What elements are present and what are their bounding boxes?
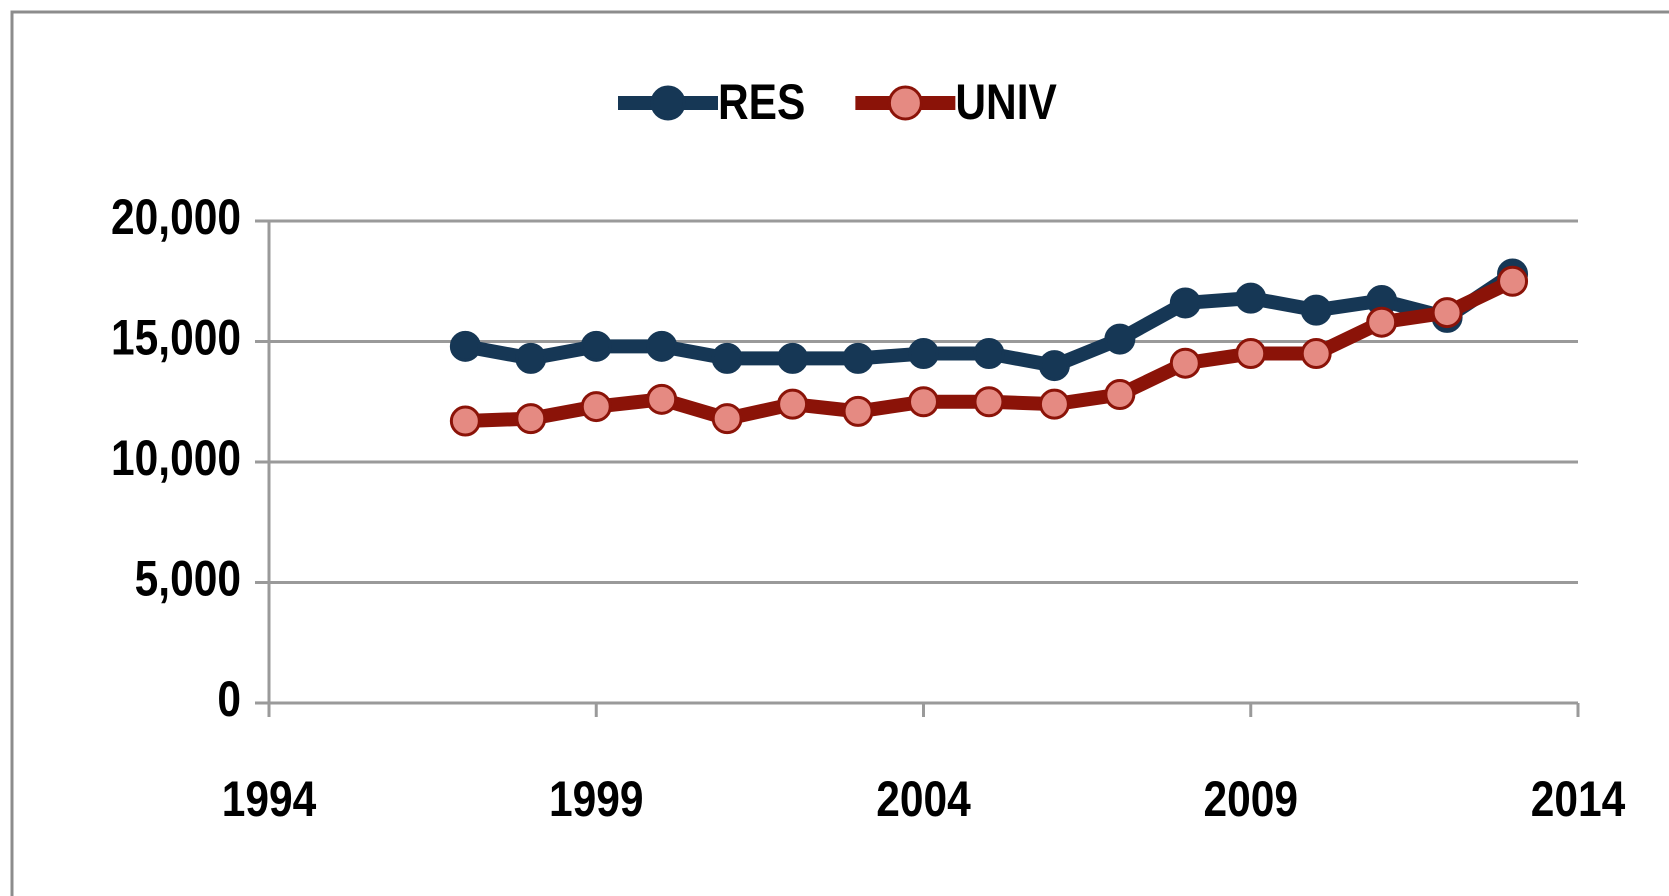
series-marker [777, 342, 809, 374]
series-marker [842, 342, 874, 374]
series-marker [580, 391, 612, 423]
y-tick-label: 0 [217, 671, 241, 727]
x-tick-label: 2004 [876, 771, 971, 827]
series-marker [646, 330, 678, 362]
series-marker [1300, 338, 1332, 370]
series-marker [515, 403, 547, 435]
series-marker [973, 338, 1005, 370]
series-marker [1235, 282, 1267, 314]
x-tick-label: 1994 [222, 771, 317, 827]
chart-frame [10, 10, 1669, 896]
series-marker [449, 405, 481, 437]
series-marker [777, 388, 809, 420]
x-tick-label: 1999 [549, 771, 644, 827]
series-marker [1169, 347, 1201, 379]
series-marker [908, 338, 939, 370]
series-marker [515, 342, 547, 374]
series-marker [1104, 323, 1136, 355]
series-marker [1104, 379, 1136, 411]
y-tick-label: 15,000 [111, 309, 241, 365]
series-marker [1300, 294, 1332, 326]
series-marker [1431, 297, 1463, 329]
legend-label: RES [718, 74, 805, 130]
series-marker [449, 330, 481, 362]
x-tick-label: 2014 [1531, 771, 1626, 827]
y-tick-label: 5,000 [135, 550, 241, 606]
series-marker [1038, 350, 1070, 382]
series-marker [646, 383, 678, 415]
legend-label: UNIV [955, 74, 1057, 130]
series-marker [973, 386, 1005, 418]
series-marker [711, 342, 743, 374]
y-tick-label: 20,000 [111, 189, 241, 245]
series-marker [1038, 388, 1070, 420]
series-marker [711, 403, 743, 435]
series-marker [1235, 338, 1267, 370]
legend-marker [887, 85, 923, 121]
series-marker [580, 330, 612, 362]
legend-marker [650, 85, 686, 121]
x-tick-label: 2009 [1203, 771, 1298, 827]
series-marker [1497, 265, 1529, 297]
y-tick-label: 10,000 [111, 430, 241, 486]
series-marker [908, 386, 939, 418]
series-marker [1169, 287, 1201, 319]
series-marker [842, 395, 874, 427]
series-marker [1366, 306, 1398, 338]
